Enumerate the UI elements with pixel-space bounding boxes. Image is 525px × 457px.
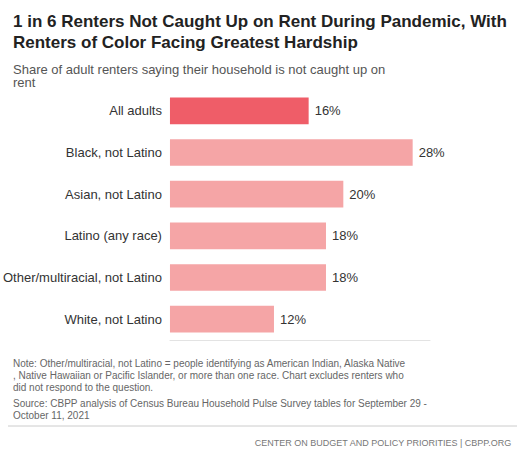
svg-text:Share of adult renters saying: Share of adult renters saying their hous… [13,62,389,77]
svg-text:20%: 20% [349,187,375,202]
svg-text:1 in 6 Renters Not Caught Up o: 1 in 6 Renters Not Caught Up on Rent Dur… [13,12,512,31]
svg-text:18%: 18% [332,270,358,285]
svg-text:Other/multiracial, not Latino: Other/multiracial, not Latino [3,270,162,285]
svg-text:Source: CBPP analysis of Censu: Source: CBPP analysis of Census Bureau H… [13,398,430,409]
svg-text:Renters of Color Facing Greate: Renters of Color Facing Greatest Hardshi… [13,33,358,52]
svg-text:16%: 16% [315,103,341,118]
svg-text:28%: 28% [419,145,445,160]
svg-text:18%: 18% [332,228,358,243]
svg-text:All adults: All adults [109,103,162,118]
svg-text:CENTER ON BUDGET AND POLICY PR: CENTER ON BUDGET AND POLICY PRIORITIES |… [255,438,511,448]
svg-text:Note: Other/multiracial, not L: Note: Other/multiracial, not Latino = pe… [13,358,406,369]
svg-text:, Native Hawaiian or Pacific I: , Native Hawaiian or Pacific Islander, o… [13,370,407,381]
svg-text:Black, not Latino: Black, not Latino [66,145,162,160]
svg-text:Latino (any race): Latino (any race) [64,228,162,243]
svg-text:rent: rent [13,75,36,90]
svg-text:White, not Latino: White, not Latino [64,312,162,327]
svg-text:Asian, not Latino: Asian, not Latino [65,187,162,202]
svg-text:October 11, 2021: October 11, 2021 [13,410,90,421]
svg-text:12%: 12% [280,312,306,327]
svg-text:did not respond to the questio: did not respond to the question. [13,382,153,393]
